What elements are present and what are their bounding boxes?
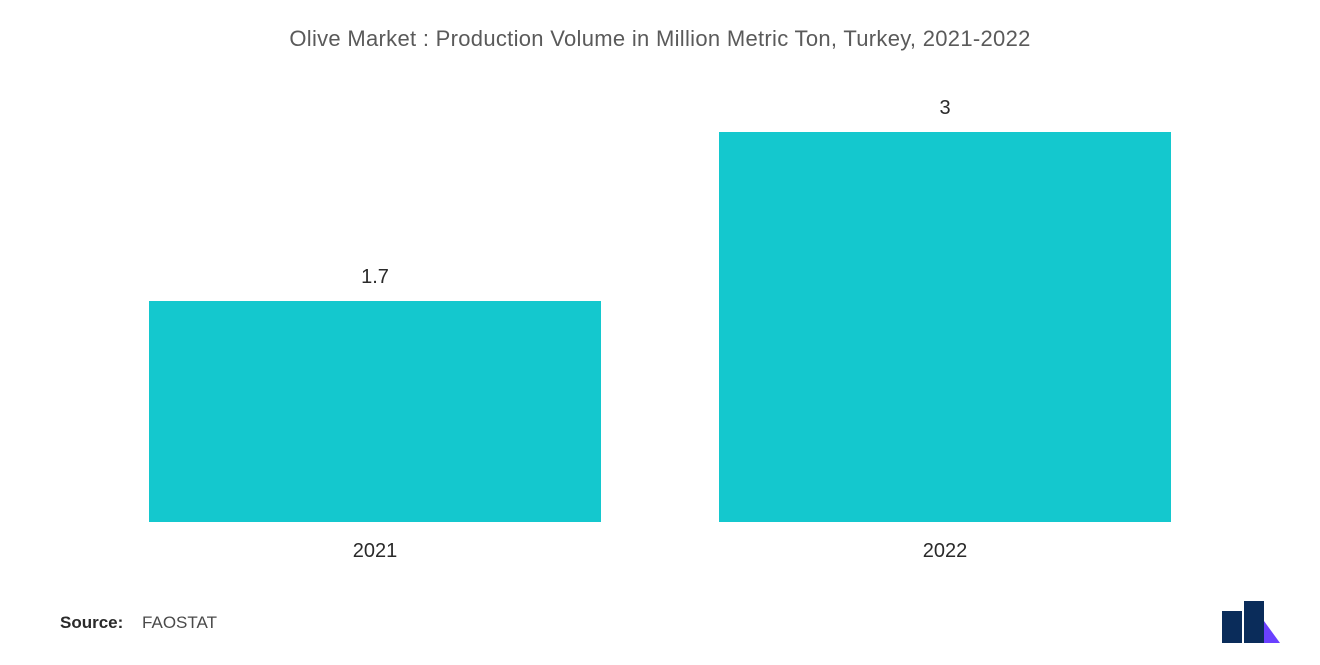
bar-group: 3 (689, 97, 1202, 522)
x-axis-label: 2021 (119, 540, 632, 563)
logo-icon (1220, 601, 1280, 643)
x-axis-labels: 2021 2022 (60, 522, 1260, 563)
chart-container: Olive Market : Production Volume in Mill… (0, 0, 1320, 665)
bar (149, 301, 600, 522)
plot-area: 1.73 (60, 92, 1260, 522)
bar-group: 1.7 (119, 266, 632, 522)
bar (719, 132, 1170, 522)
source-attribution: Source: FAOSTAT (60, 613, 217, 633)
bar-value-label: 3 (939, 97, 950, 120)
x-axis-label: 2022 (689, 540, 1202, 563)
source-value: FAOSTAT (142, 613, 217, 632)
source-label: Source: (60, 613, 123, 632)
bar-value-label: 1.7 (361, 266, 389, 289)
chart-title: Olive Market : Production Volume in Mill… (60, 26, 1260, 52)
brand-logo (1220, 601, 1280, 643)
